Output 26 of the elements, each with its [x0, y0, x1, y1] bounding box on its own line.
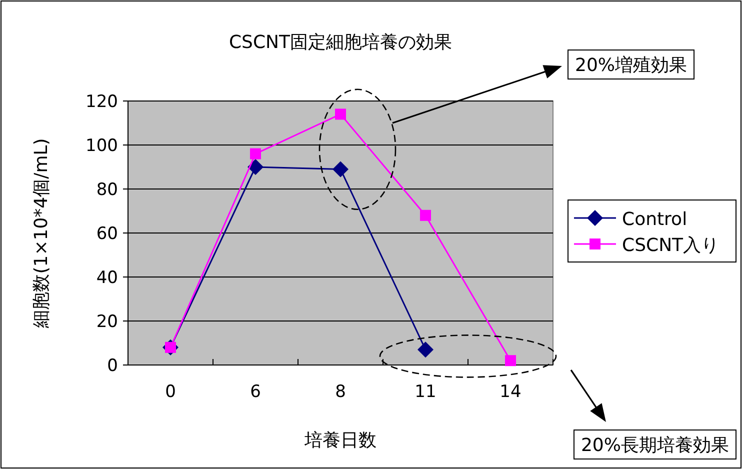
text: 20%長期培養効果 — [580, 435, 729, 456]
x-tick-label: 6 — [250, 382, 261, 402]
point — [505, 355, 516, 366]
point — [250, 148, 261, 160]
x-tick-label: 8 — [335, 382, 346, 402]
y-tick-label: 120 — [86, 92, 118, 112]
x-tick-label: 14 — [500, 382, 522, 402]
point — [248, 159, 264, 175]
y-tick-label: 80 — [96, 180, 118, 200]
text: 20%増殖効果 — [575, 55, 688, 76]
point — [332, 161, 348, 178]
chart-title: CSCNT固定細胞培養の効果 — [228, 32, 452, 53]
y-tick-label: 40 — [96, 268, 118, 288]
point — [418, 342, 434, 358]
y-tick-label: 0 — [107, 356, 118, 376]
y-tick-label: 20 — [96, 312, 118, 332]
x-tick-label: 11 — [414, 382, 436, 402]
y-tick-label: 60 — [96, 224, 118, 244]
x-axis-title: 培養日数 — [304, 430, 376, 451]
legend-label: Control — [622, 209, 688, 230]
point — [335, 108, 346, 120]
y-tick-label: 100 — [86, 136, 118, 156]
legend-label: CSCNT入り — [622, 235, 720, 256]
y-axis-title: 細胞数(1×10*4個/mL) — [31, 138, 52, 329]
point — [420, 210, 431, 221]
x-tick-label: 0 — [165, 382, 176, 402]
